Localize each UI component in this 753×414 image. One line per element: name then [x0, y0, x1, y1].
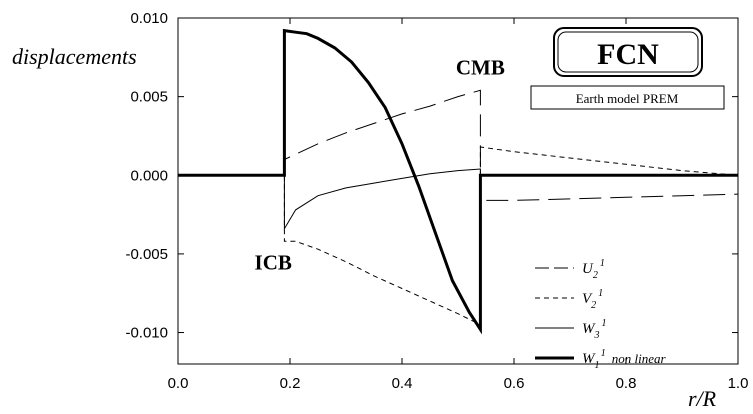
title-box-inner: [557, 31, 699, 73]
annotation-icb: ICB: [255, 251, 292, 275]
series-line-W31-0: [283, 168, 481, 231]
x-tick-label: 0.2: [280, 375, 301, 392]
series-line-W11-0: [178, 28, 738, 335]
y-tick-label: 0.010: [130, 10, 168, 27]
chart-subtitle: Earth model PREM: [576, 91, 679, 106]
plot-frame: [177, 17, 739, 365]
x-tick-label: 1.0: [728, 375, 749, 392]
x-tick-label: 0.4: [392, 375, 413, 392]
legend-label-W31: W31: [582, 318, 607, 341]
x-tick-label: 0.6: [504, 375, 525, 392]
x-tick-label: 0.0: [168, 375, 189, 392]
series-line-V21-0: [283, 175, 481, 326]
y-tick-label: 0.000: [130, 167, 168, 184]
ticks-layer: 0.0 0.2 0.4 0.6 0.8 1.0 0.010 0.005 0.000 -0.005 -…: [125, 10, 748, 392]
series-line-U21-2: [479, 175, 739, 201]
series-line-U21-1: [283, 89, 481, 176]
subtitle-box-frame: [530, 85, 725, 110]
series-line-V21-1: [479, 146, 739, 176]
legend-label-W11: W11 non linear: [582, 348, 667, 371]
legend-label-V21: V21: [582, 288, 603, 311]
y-tick-label: -0.010: [125, 325, 168, 342]
x-axis-label: r/R: [688, 386, 717, 411]
y-tick-label: -0.005: [125, 246, 168, 263]
subtitle-box: Earth model PREM: [530, 85, 725, 110]
legend-label-U21: U21: [582, 258, 605, 281]
title-box-frame: [553, 27, 703, 77]
series-layer: [178, 28, 739, 335]
y-axis-label: displacements: [12, 44, 137, 69]
x-tick-label: 0.8: [616, 375, 637, 392]
y-tick-label: 0.005: [130, 89, 168, 106]
annotation-cmb: CMB: [456, 56, 505, 80]
title-box: FCN: [553, 27, 703, 77]
legend: U21 V21 W31 W11 non linear: [535, 258, 667, 371]
labels-layer: CMB ICB: [255, 56, 505, 275]
chart-title: FCN: [597, 38, 659, 71]
